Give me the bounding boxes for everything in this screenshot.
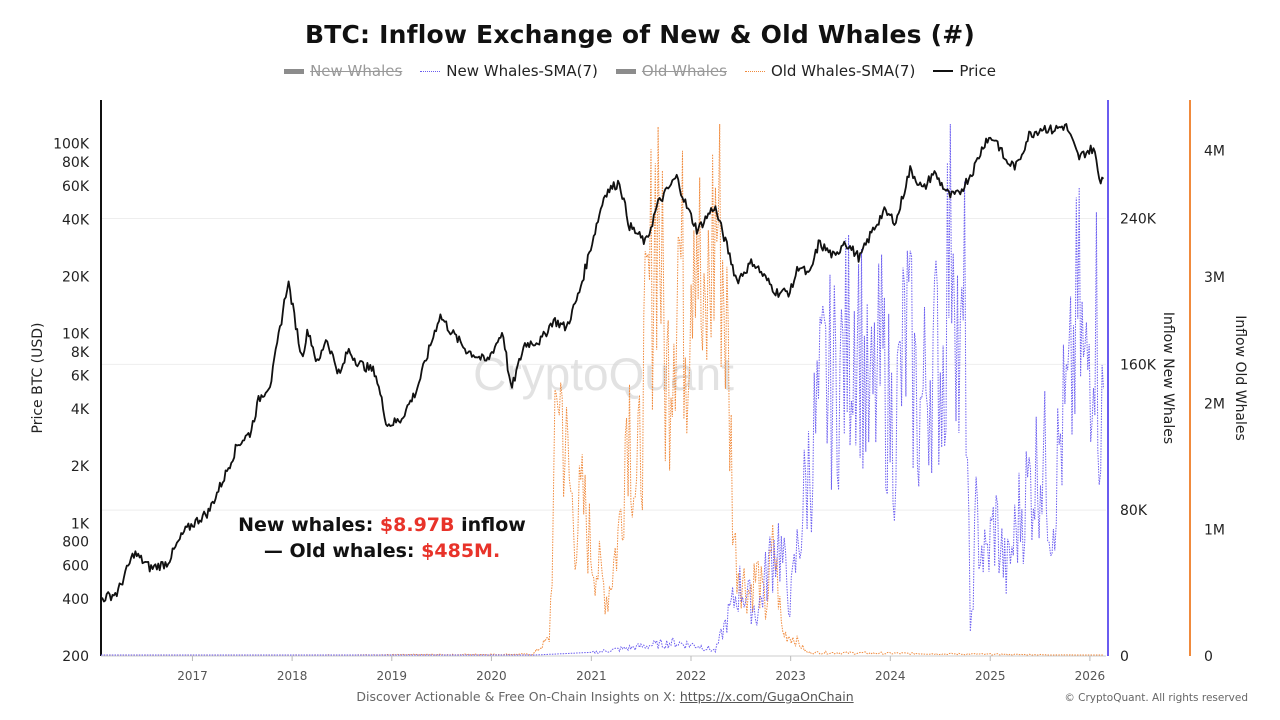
annotation-line-2-part-0: — Old whales: <box>264 540 421 562</box>
old-whales-tick-label-2: 2M <box>1204 396 1225 412</box>
legend-swatch-price <box>933 70 954 72</box>
legend-item-price[interactable]: Price <box>933 62 996 80</box>
annotation-line-1: New whales: $8.97B inflow <box>238 514 526 536</box>
left-tick-label-9: 10K <box>62 327 90 343</box>
left-axis-label: Price BTC (USD) <box>30 322 46 433</box>
x-tick-label-9: 2026 <box>1075 669 1106 683</box>
legend-swatch-old-whales <box>615 68 636 74</box>
footer: Discover Actionable & Free On-Chain Insi… <box>0 689 1210 704</box>
footer-link[interactable]: https://x.com/GugaOnChain <box>679 689 854 704</box>
legend-label-old-whales: Old Whales <box>641 62 727 80</box>
left-tick-label-4: 1K <box>71 516 90 532</box>
old-whales-tick-label-4: 4M <box>1204 144 1225 160</box>
legend-item-new-whales-sma[interactable]: New Whales-SMA(7) <box>420 62 598 80</box>
legend: New Whales New Whales-SMA(7) Old Whales … <box>0 62 1280 80</box>
legend-label-old-whales-sma: Old Whales-SMA(7) <box>770 62 916 80</box>
annotation-line-1-part-0: New whales: <box>238 514 380 536</box>
legend-swatch-new-whales-sma <box>420 70 441 72</box>
x-tick-label-0: 2017 <box>177 669 208 683</box>
new-whales-tick-label-0: 0 <box>1120 649 1129 665</box>
old-whales-axis-label: Inflow Old Whales <box>1232 315 1248 441</box>
x-tick-label-7: 2024 <box>875 669 906 683</box>
legend-label-price: Price <box>959 62 996 80</box>
x-tick-label-3: 2020 <box>476 669 507 683</box>
left-tick-label-14: 100K <box>53 137 90 153</box>
annotation-line-2: — Old whales: $485M. <box>264 540 500 562</box>
chart-title: BTC: Inflow Exchange of New & Old Whales… <box>304 20 976 49</box>
old-whales-tick-label-1: 1M <box>1204 523 1225 539</box>
x-tick-label-5: 2022 <box>676 669 707 683</box>
series-price <box>100 123 1105 603</box>
new-whales-axis-label: Inflow New Whales <box>1160 312 1176 444</box>
x-tick-label-1: 2018 <box>277 669 308 683</box>
left-tick-label-13: 80K <box>62 155 90 171</box>
annotation-line-1-part-2: inflow <box>455 514 526 536</box>
legend-label-new-whales: New Whales <box>310 62 403 80</box>
annotation-line-1-part-1: $8.97B <box>380 514 455 536</box>
x-tick-label-8: 2025 <box>975 669 1006 683</box>
left-tick-label-1: 400 <box>62 592 89 608</box>
legend-item-old-whales[interactable]: Old Whales <box>615 62 727 80</box>
left-tick-label-11: 40K <box>62 212 90 228</box>
left-tick-label-12: 60K <box>62 179 90 195</box>
x-tick-label-6: 2023 <box>775 669 806 683</box>
new-whales-tick-label-2: 160K <box>1120 357 1157 373</box>
left-tick-label-10: 20K <box>62 269 90 285</box>
legend-item-old-whales-sma[interactable]: Old Whales-SMA(7) <box>744 62 916 80</box>
annotation-line-2-part-1: $485M. <box>421 540 500 562</box>
series-old-whales-sma-7 <box>101 123 1104 656</box>
new-whales-tick-label-3: 240K <box>1120 211 1157 227</box>
watermark: CryptoQuant <box>473 348 734 400</box>
footer-text: Discover Actionable & Free On-Chain Insi… <box>356 689 680 704</box>
left-tick-label-6: 4K <box>71 402 90 418</box>
left-tick-label-2: 600 <box>62 558 89 574</box>
left-tick-label-0: 200 <box>62 649 89 665</box>
series-new-whales-sma-7 <box>101 123 1104 656</box>
old-whales-tick-label-0: 0 <box>1204 649 1213 665</box>
left-tick-label-3: 800 <box>62 535 89 551</box>
legend-item-new-whales[interactable]: New Whales <box>284 62 402 80</box>
legend-label-new-whales-sma: New Whales-SMA(7) <box>446 62 598 80</box>
annotation: New whales: $8.97B inflow — Old whales: $… <box>236 512 528 564</box>
new-whales-tick-label-1: 80K <box>1120 503 1148 519</box>
legend-swatch-new-whales <box>284 68 305 74</box>
left-tick-label-5: 2K <box>71 459 90 475</box>
legend-swatch-old-whales-sma <box>744 70 765 72</box>
x-tick-label-4: 2021 <box>576 669 607 683</box>
left-tick-label-8: 8K <box>71 345 90 361</box>
x-tick-label-2: 2019 <box>376 669 407 683</box>
old-whales-tick-label-3: 3M <box>1204 270 1225 286</box>
copyright: © CryptoQuant. All rights reserved <box>1064 692 1248 704</box>
left-tick-label-7: 6K <box>71 369 90 385</box>
